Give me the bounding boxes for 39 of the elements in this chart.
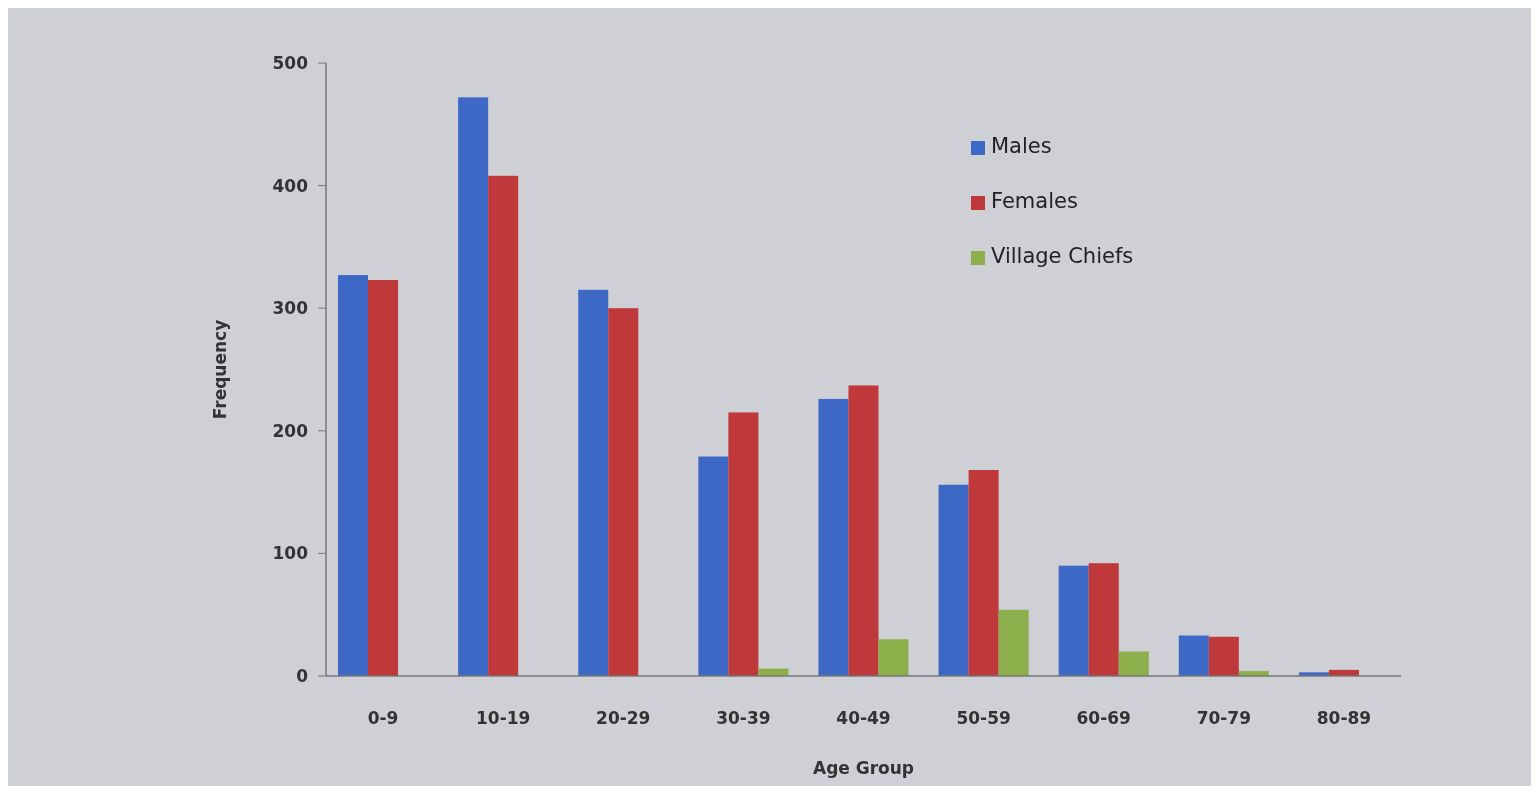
bar	[968, 470, 999, 676]
bar	[458, 97, 489, 676]
bar	[1118, 651, 1149, 676]
y-tick-label: 200	[272, 420, 309, 441]
bar	[938, 484, 969, 676]
bar	[338, 275, 369, 676]
bar	[1088, 563, 1119, 676]
legend-label: Males	[991, 134, 1052, 158]
x-axis-title: Age Group	[812, 758, 915, 778]
bar	[698, 456, 729, 676]
y-tick-label: 500	[272, 52, 309, 73]
x-tick-label: 20-29	[596, 708, 651, 728]
bar	[1058, 565, 1089, 676]
bar	[578, 289, 609, 676]
x-tick-label: 0-9	[367, 708, 399, 728]
x-tick-label: 30-39	[716, 708, 771, 728]
bar	[818, 398, 849, 676]
bar	[728, 412, 759, 676]
legend-label: Females	[991, 189, 1078, 213]
bar	[488, 175, 519, 676]
x-tick-label: 70-79	[1196, 708, 1252, 728]
y-tick-label: 400	[272, 175, 309, 196]
y-tick-label: 100	[272, 543, 309, 564]
bar	[848, 385, 879, 676]
y-tick-label: 0	[296, 665, 309, 686]
bar	[878, 639, 909, 676]
bar	[368, 280, 399, 676]
x-tick-label: 50-59	[956, 708, 1011, 728]
legend-label: Village Chiefs	[991, 244, 1134, 268]
bar	[608, 308, 639, 676]
bar	[1178, 635, 1209, 676]
y-tick-label: 300	[272, 298, 309, 319]
x-tick-label: 60-69	[1076, 708, 1131, 728]
x-tick-label: 40-49	[836, 708, 891, 728]
x-tick-label: 80-89	[1316, 708, 1372, 728]
y-axis-title: Frequency	[210, 319, 230, 420]
bar	[998, 609, 1029, 676]
x-tick-label: 10-19	[475, 708, 531, 728]
bar	[1208, 636, 1239, 676]
